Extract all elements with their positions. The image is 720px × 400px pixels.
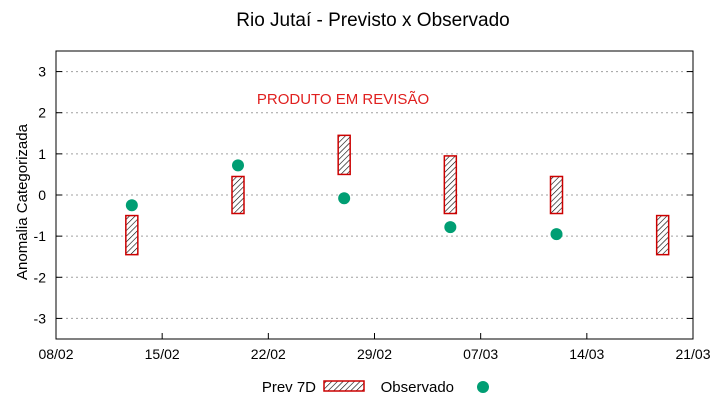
chart-title: Rio Jutaí - Previsto x Observado (236, 10, 510, 31)
y-tick-label: 1 (38, 146, 46, 162)
x-tick-label: 22/02 (251, 346, 286, 362)
y-tick-label: 0 (38, 187, 46, 203)
observed-point (444, 221, 457, 234)
x-tick-label: 14/03 (569, 346, 604, 362)
observed-point (550, 228, 563, 241)
y-axis-label: Anomalia Categorizada (14, 123, 31, 280)
y-axis: 3 2 1 0 -1 -2 -3 (34, 64, 693, 326)
y-tick-label: -3 (34, 310, 47, 326)
observed-point (232, 159, 244, 172)
legend-label-prev-7d: Prev 7D (262, 379, 316, 396)
y-tick-label: 2 (38, 105, 46, 121)
y-tick-label: -1 (34, 228, 47, 244)
observed-point (125, 199, 138, 212)
legend-swatch-observado (477, 381, 489, 393)
legend-label-observado: Observado (381, 379, 454, 396)
data-marks (125, 134, 670, 256)
grid (56, 71, 693, 319)
revision-annotation: PRODUTO EM REVISÃO (257, 91, 429, 108)
observed-point (338, 192, 351, 205)
x-tick-label: 21/03 (675, 346, 710, 362)
forecast-range-box (549, 175, 564, 215)
forecast-range-box (125, 214, 139, 256)
legend: Prev 7D Observado (262, 379, 489, 396)
forecast-range-box (231, 175, 245, 215)
forecast-range-box (443, 155, 458, 215)
forecast-range-box (337, 134, 351, 176)
x-tick-label: 15/02 (145, 346, 180, 362)
x-axis: 08/02 15/02 22/02 29/02 07/03 14/03 21/03 (38, 333, 711, 362)
x-tick-label: 07/03 (463, 346, 498, 362)
y-tick-label: 3 (38, 64, 46, 80)
legend-swatch-prev-7d (323, 380, 365, 392)
forecast-range-box (655, 214, 670, 256)
x-tick-label: 29/02 (357, 346, 392, 362)
y-tick-label: -2 (34, 269, 47, 285)
x-tick-label: 08/02 (38, 346, 73, 362)
